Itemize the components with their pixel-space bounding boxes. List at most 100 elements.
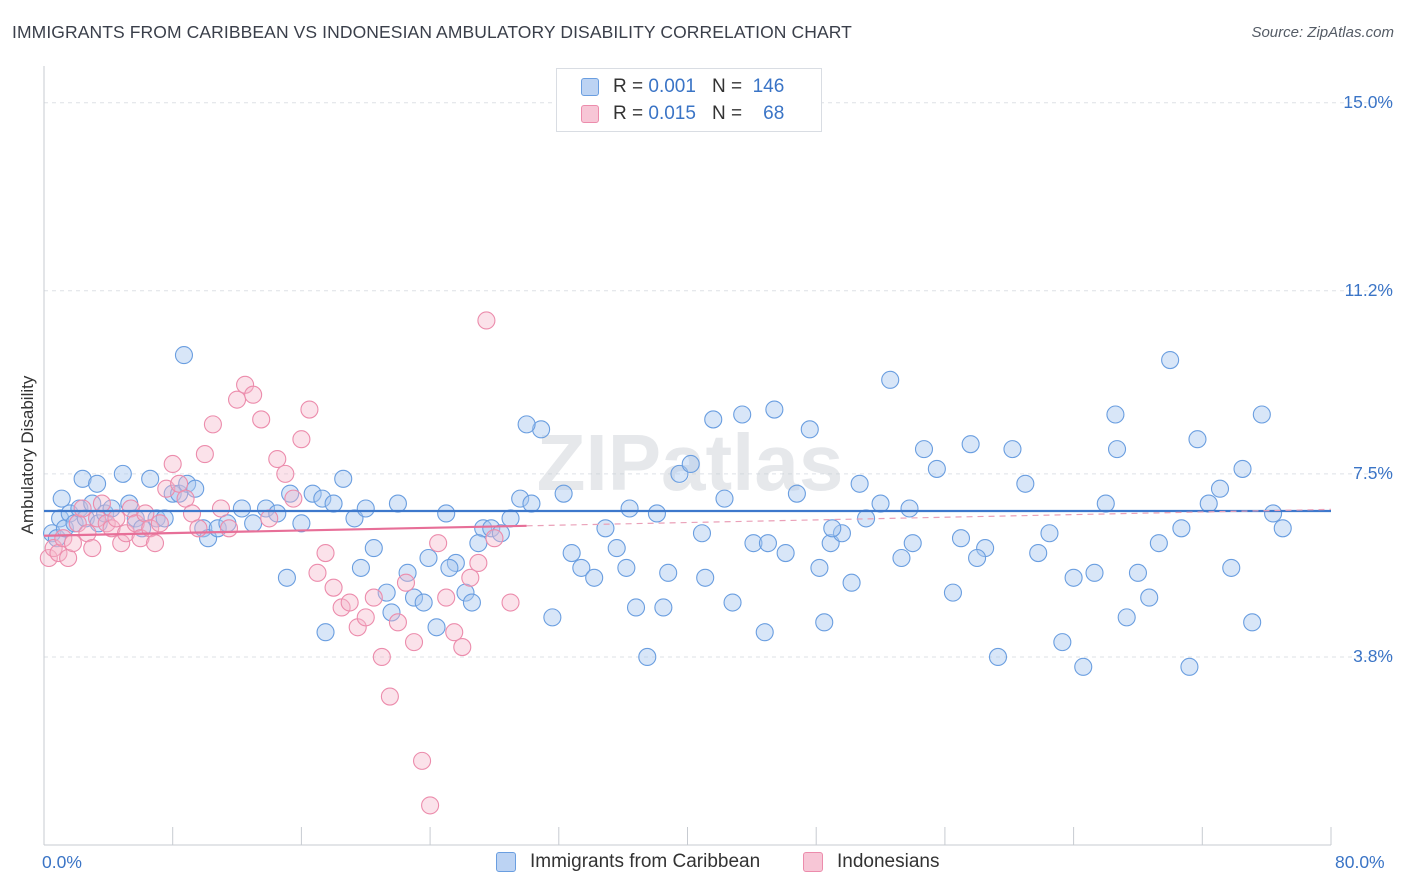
y-tick-label: 7.5% xyxy=(1353,462,1393,483)
caribbean-point xyxy=(174,346,194,365)
y-tick-label: 15.0% xyxy=(1343,91,1393,112)
indonesian-point xyxy=(163,454,182,474)
indonesian-point xyxy=(63,534,83,553)
caribbean-point xyxy=(501,509,520,528)
caribbean-point xyxy=(638,647,657,667)
watermark: ZIPatlas xyxy=(537,418,844,507)
caribbean-point xyxy=(382,603,401,622)
indonesian-point xyxy=(252,410,271,429)
caribbean-point xyxy=(469,534,488,553)
caribbean-point xyxy=(324,494,343,513)
caribbean-point xyxy=(943,583,962,602)
legend-n-label: N = xyxy=(711,76,743,97)
y-axis-label: Ambulatory Disability xyxy=(18,375,37,535)
caribbean-swatch xyxy=(581,78,599,96)
caribbean-point xyxy=(554,484,573,503)
correlation-legend: R = 0.001 N = 146 R = 0.015 N = 68 xyxy=(556,68,822,132)
caribbean-point xyxy=(607,539,626,558)
bottom-legend-indonesian: Indonesians xyxy=(803,851,939,873)
caribbean-point xyxy=(810,558,829,577)
legend-n-label: N = xyxy=(711,103,743,124)
caribbean-point xyxy=(647,504,666,523)
caribbean-point xyxy=(199,529,218,548)
indonesian-point xyxy=(211,499,231,518)
caribbean-point xyxy=(351,558,370,577)
indonesian-point xyxy=(380,687,399,706)
indonesian-point xyxy=(477,311,496,330)
caribbean-point xyxy=(1233,459,1252,478)
indonesian-point xyxy=(44,539,63,558)
caribbean-point xyxy=(1053,633,1072,652)
caribbean-point xyxy=(900,499,919,518)
caribbean-point xyxy=(1040,524,1059,543)
caribbean-point xyxy=(1096,494,1115,513)
legend-r-value: 0.001 xyxy=(648,76,696,97)
indonesian-point xyxy=(189,519,208,538)
indonesian-point xyxy=(501,593,520,612)
caribbean-point xyxy=(316,623,335,642)
indonesian-point xyxy=(284,489,303,508)
caribbean-point xyxy=(881,370,900,389)
indonesian-point xyxy=(39,548,58,568)
caribbean-point xyxy=(572,558,591,577)
indonesian-point xyxy=(445,623,464,642)
indonesian-point xyxy=(268,449,287,469)
indonesian-point xyxy=(300,400,319,419)
caribbean-point xyxy=(823,519,842,538)
caribbean-point xyxy=(334,469,353,488)
source-label: Source: ZipAtlas.com xyxy=(1251,24,1394,41)
chart-title: IMMIGRANTS FROM CARIBBEAN VS INDONESIAN … xyxy=(12,22,852,42)
caribbean-point xyxy=(52,489,71,508)
indonesian-legend-swatch xyxy=(803,852,823,872)
indonesian-point xyxy=(324,578,343,597)
caribbean-point xyxy=(562,543,581,563)
caribbean-point xyxy=(414,593,433,612)
caribbean-point xyxy=(832,524,851,543)
caribbean-point xyxy=(1064,568,1083,587)
axes xyxy=(43,66,1332,846)
caribbean-point xyxy=(1107,440,1127,459)
caribbean-point xyxy=(1252,405,1271,424)
caribbean-point xyxy=(1029,543,1048,563)
caribbean-point xyxy=(1085,563,1104,582)
x-tick-max: 80.0% xyxy=(1335,852,1385,872)
caribbean-point xyxy=(277,568,296,587)
caribbean-point xyxy=(1172,519,1191,538)
caribbean-point xyxy=(815,613,834,632)
caribbean-point xyxy=(914,440,934,459)
legend-n-value: 146 xyxy=(752,76,785,97)
indonesian-point xyxy=(203,415,222,434)
indonesian-point xyxy=(316,543,335,563)
indonesian-point xyxy=(195,445,214,464)
caribbean-point xyxy=(419,548,438,568)
indonesian-point xyxy=(92,494,111,513)
indonesian-point xyxy=(244,385,263,404)
caribbean-point xyxy=(482,519,501,538)
caribbean-point xyxy=(1273,519,1292,538)
caribbean-point xyxy=(626,598,646,617)
legend-n-value: 68 xyxy=(763,103,785,124)
caribbean-point xyxy=(1106,405,1125,424)
caribbean-point xyxy=(1149,534,1168,553)
indonesian-point xyxy=(73,499,92,518)
indonesian-point xyxy=(150,514,169,533)
caribbean-point xyxy=(532,420,551,439)
caribbean-point xyxy=(927,459,946,478)
indonesian-point xyxy=(107,509,126,528)
caribbean-point xyxy=(522,494,541,513)
indonesian-point xyxy=(228,390,247,409)
caribbean-point xyxy=(787,484,806,503)
caribbean-point xyxy=(281,484,300,503)
caribbean-point xyxy=(842,573,861,592)
caribbean-point xyxy=(517,415,536,434)
caribbean-point xyxy=(1264,504,1283,523)
caribbean-point xyxy=(1188,430,1207,449)
caribbean-point xyxy=(1140,588,1159,607)
caribbean-point xyxy=(256,499,276,518)
caribbean-point xyxy=(715,489,734,508)
caribbean-point xyxy=(765,400,784,419)
caribbean-point xyxy=(988,647,1008,667)
indonesian-point xyxy=(437,588,456,607)
caribbean-point xyxy=(511,489,530,508)
